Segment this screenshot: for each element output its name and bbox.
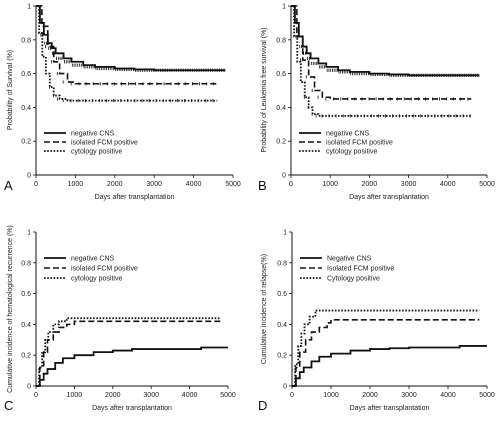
x-tick-label: 1000 (322, 181, 338, 188)
y-tick-label: 1 (283, 230, 287, 237)
legend: negative CNS isolated FCM positive cytolog… (299, 131, 393, 156)
series-line-dotted (291, 5, 472, 117)
series-line-dashed (292, 318, 480, 387)
series-line-dashed (36, 320, 221, 387)
x-tick-label: 3000 (143, 392, 159, 399)
x-tick-label: 1000 (323, 392, 339, 399)
x-tick-label: 3000 (401, 181, 417, 188)
legend-label: cytology positive (71, 276, 122, 283)
series-line-dashed (36, 5, 218, 85)
y-axis-label: Cumulative incidence of hematological re… (7, 225, 14, 393)
x-tick-label: 0 (290, 392, 294, 399)
y-tick-label: 0.4 (276, 105, 286, 112)
x-tick-label: 2000 (105, 392, 121, 399)
series-line-solid (36, 346, 228, 387)
x-tick-label: 5000 (479, 181, 495, 188)
y-axis-label: Probability of Leukemia free survival (%… (261, 27, 268, 152)
y-tick-label: 1 (27, 230, 31, 237)
legend-label: isolated FCM positive (326, 140, 393, 147)
x-axis-label: Days after transplantation (349, 194, 429, 201)
legend-label: isolated FCM positive (71, 140, 138, 147)
y-tick-label: 0.8 (21, 260, 31, 267)
y-tick-label: 0.6 (21, 291, 31, 298)
x-tick-label: 0 (289, 181, 293, 188)
legend: negative CNS isolated FCM positive cytolog… (44, 131, 138, 156)
y-tick-label: 0.2 (276, 139, 286, 146)
y-tick-label: 0 (283, 384, 287, 391)
x-axis-label: Days after transplantation (350, 405, 430, 412)
x-tick-label: 4000 (440, 181, 456, 188)
y-tick-label: 0.6 (277, 291, 287, 298)
series-line-solid (291, 5, 480, 77)
legend-label: cytology positive (71, 149, 122, 156)
y-tick-label: 0.8 (277, 260, 287, 267)
x-tick-label: 3000 (146, 181, 162, 188)
y-tick-label: 0.2 (277, 353, 287, 360)
x-axis-label: Days after transplantation (95, 194, 175, 201)
x-axis-label: Days after transplantation (92, 405, 172, 412)
chart-panel-c: 0 1000 2000 3000 4000 5000 0 0.2 0.4 0.6 0.8 1 Days … (4, 225, 236, 413)
x-tick-label: 1000 (68, 181, 84, 188)
x-tick-label: 2000 (362, 392, 378, 399)
y-tick-label: 0.6 (21, 71, 31, 78)
panel-letter: A (4, 178, 13, 193)
x-tick-label: 5000 (220, 392, 236, 399)
panel-letter: D (258, 398, 267, 413)
x-tick-label: 2000 (362, 181, 378, 188)
x-tick-label: 0 (34, 181, 38, 188)
legend-label: cytology positive (326, 149, 377, 156)
y-tick-label: 0.4 (21, 105, 31, 112)
y-tick-label: 0 (27, 173, 31, 180)
x-tick-label: 5000 (225, 181, 241, 188)
x-tick-label: 4000 (186, 181, 202, 188)
legend-label: negative CNS (71, 256, 115, 263)
y-tick-label: 0 (27, 384, 31, 391)
y-tick-label: 1 (27, 4, 31, 11)
y-tick-label: 0.4 (21, 322, 31, 329)
chart-panel-a: 0 1000 2000 3000 4000 5000 0 0.2 0.4 0.6 0.8 1 Days … (4, 4, 241, 202)
x-tick-label: 0 (34, 392, 38, 399)
legend-label: Negative CNS (327, 256, 372, 263)
series-line-dotted (36, 317, 221, 387)
series-line-solid (36, 5, 226, 72)
y-tick-label: 0.2 (21, 353, 31, 360)
legend-label: negative CNS (326, 131, 370, 138)
y-tick-label: 0.8 (21, 37, 31, 44)
y-axis-label: Probability of Survival (%) (7, 50, 14, 130)
chart-panel-d: 0 1000 2000 3000 4000 5000 0 0.2 0.4 0.6 0.8 1 Days … (258, 230, 495, 414)
series-line-solid (292, 345, 487, 387)
legend: Negative CNS Isolated FCM positive Cytolog… (300, 256, 394, 283)
legend-label: Cytology positive (327, 276, 380, 283)
x-tick-label: 1000 (67, 392, 83, 399)
legend-label: isolated FCM positive (71, 266, 138, 273)
x-tick-label: 2000 (107, 181, 123, 188)
x-tick-label: 3000 (401, 392, 417, 399)
legend-label: Isolated FCM positive (327, 266, 394, 273)
legend-label: negative CNS (71, 131, 115, 138)
panel-letter: B (258, 178, 267, 193)
chart-panel-b: 0 1000 2000 3000 4000 5000 0 0.2 0.4 0.6 0.8 1 Days … (258, 4, 495, 202)
x-tick-label: 5000 (479, 392, 495, 399)
series-line-dashed (291, 5, 472, 100)
x-tick-label: 4000 (182, 392, 198, 399)
y-tick-label: 0 (282, 173, 286, 180)
y-tick-label: 0.6 (276, 71, 286, 78)
legend: negative CNS isolated FCM positive cytolog… (44, 256, 138, 283)
y-tick-label: 0.2 (21, 139, 31, 146)
panel-letter: C (4, 398, 13, 413)
x-tick-label: 4000 (440, 392, 456, 399)
y-tick-label: 1 (282, 4, 286, 11)
y-tick-label: 0.4 (277, 322, 287, 329)
y-axis-label: Cumulative incidence of relapse(%) (261, 254, 268, 364)
y-tick-label: 0.8 (276, 37, 286, 44)
